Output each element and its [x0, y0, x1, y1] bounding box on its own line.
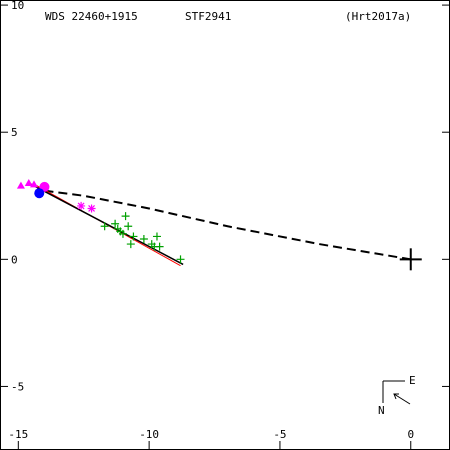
compass-north-label: N — [378, 404, 385, 417]
motion-arrow-head — [393, 393, 399, 400]
x-tick-label: -10 — [139, 428, 159, 441]
x-tick-label: -15 — [8, 428, 28, 441]
orbit-line — [28, 182, 184, 266]
plus-observation — [152, 232, 161, 241]
y-tick-label: 10 — [11, 0, 24, 12]
plus-observation — [121, 212, 130, 221]
reference-code: (Hrt2017a) — [345, 10, 411, 23]
plus-observation — [139, 234, 148, 243]
star-observation — [77, 201, 86, 210]
primary-star-marker — [399, 248, 422, 271]
plus-observation — [155, 242, 164, 251]
x-tick-label: 0 — [407, 428, 414, 441]
plus-observation — [124, 222, 133, 231]
y-tick-label: 0 — [11, 253, 18, 266]
plus-observation — [111, 219, 120, 228]
star-name: STF2941 — [185, 10, 231, 23]
triangle-observation — [24, 179, 33, 187]
plus-observation — [176, 255, 185, 264]
triangle-observation — [16, 181, 25, 189]
x-tick-label: -5 — [273, 428, 286, 441]
compass-east-label: E — [409, 374, 416, 387]
plus-observation — [126, 240, 135, 249]
observation-marks — [16, 179, 185, 264]
dashed-connector-line — [44, 189, 411, 261]
compass: E N — [378, 374, 416, 417]
plus-observation — [147, 240, 156, 249]
orbit-lines — [28, 182, 411, 267]
motion-arrow — [393, 393, 411, 405]
star-observation — [87, 204, 96, 213]
blue-dot-observation — [34, 188, 45, 199]
triangle-observation — [30, 180, 39, 188]
y-tick-label: 5 — [11, 126, 18, 139]
wds-identifier: WDS 22460+1915 — [45, 10, 138, 23]
plus-observation — [116, 227, 125, 236]
plus-observation — [129, 232, 138, 241]
plus-observation — [100, 222, 109, 231]
y-tick-label: -5 — [11, 380, 24, 393]
